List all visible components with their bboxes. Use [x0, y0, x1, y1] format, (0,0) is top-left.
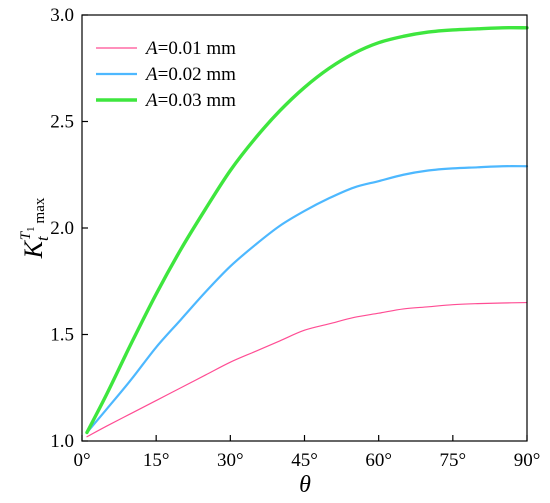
y-axis-title-sup: T	[18, 230, 34, 240]
x-tick-label: 60°	[365, 450, 392, 471]
svg-text:KtT1max: KtT1 max	[18, 197, 52, 259]
y-axis-title-main: K	[19, 239, 48, 259]
x-tick-label: 30°	[217, 450, 244, 471]
y-axis-title-sub: t	[33, 235, 52, 241]
y-tick-label: 2.5	[50, 112, 74, 133]
axis-tick-labels: 0° 15° 30° 45° 60° 75° 90° 1.0 1.5 2.0 2.5 3.0	[50, 5, 540, 471]
y-tick-label: 2.0	[50, 218, 74, 239]
legend-label-1: A=0.01 mm	[144, 38, 236, 59]
legend-label-3: A=0.03 mm	[144, 90, 236, 111]
x-axis-title: θ	[299, 472, 311, 498]
series-line-3	[85, 26, 529, 435]
y-tick-label: 3.0	[50, 5, 74, 26]
legend: A=0.01 mm A=0.02 mm A=0.03 mm	[96, 38, 236, 111]
series-line-2	[85, 165, 529, 434]
y-tick-label: 1.0	[50, 431, 74, 452]
x-tick-label: 15°	[143, 450, 170, 471]
series-line-1	[86, 301, 528, 438]
x-tick-label: 45°	[291, 450, 318, 471]
series-layer	[85, 26, 529, 438]
x-tick-label: 0°	[73, 450, 90, 471]
axis-ticks	[81, 14, 528, 442]
y-axis-title-sub-suffix: max	[32, 197, 48, 223]
x-tick-label: 90°	[514, 450, 541, 471]
y-axis-title-sup-sub: 1	[25, 226, 37, 232]
legend-label-2: A=0.02 mm	[144, 64, 236, 85]
y-tick-label: 1.5	[50, 325, 74, 346]
x-tick-label: 75°	[440, 450, 467, 471]
y-axis-title: KtT1 max	[18, 197, 52, 259]
